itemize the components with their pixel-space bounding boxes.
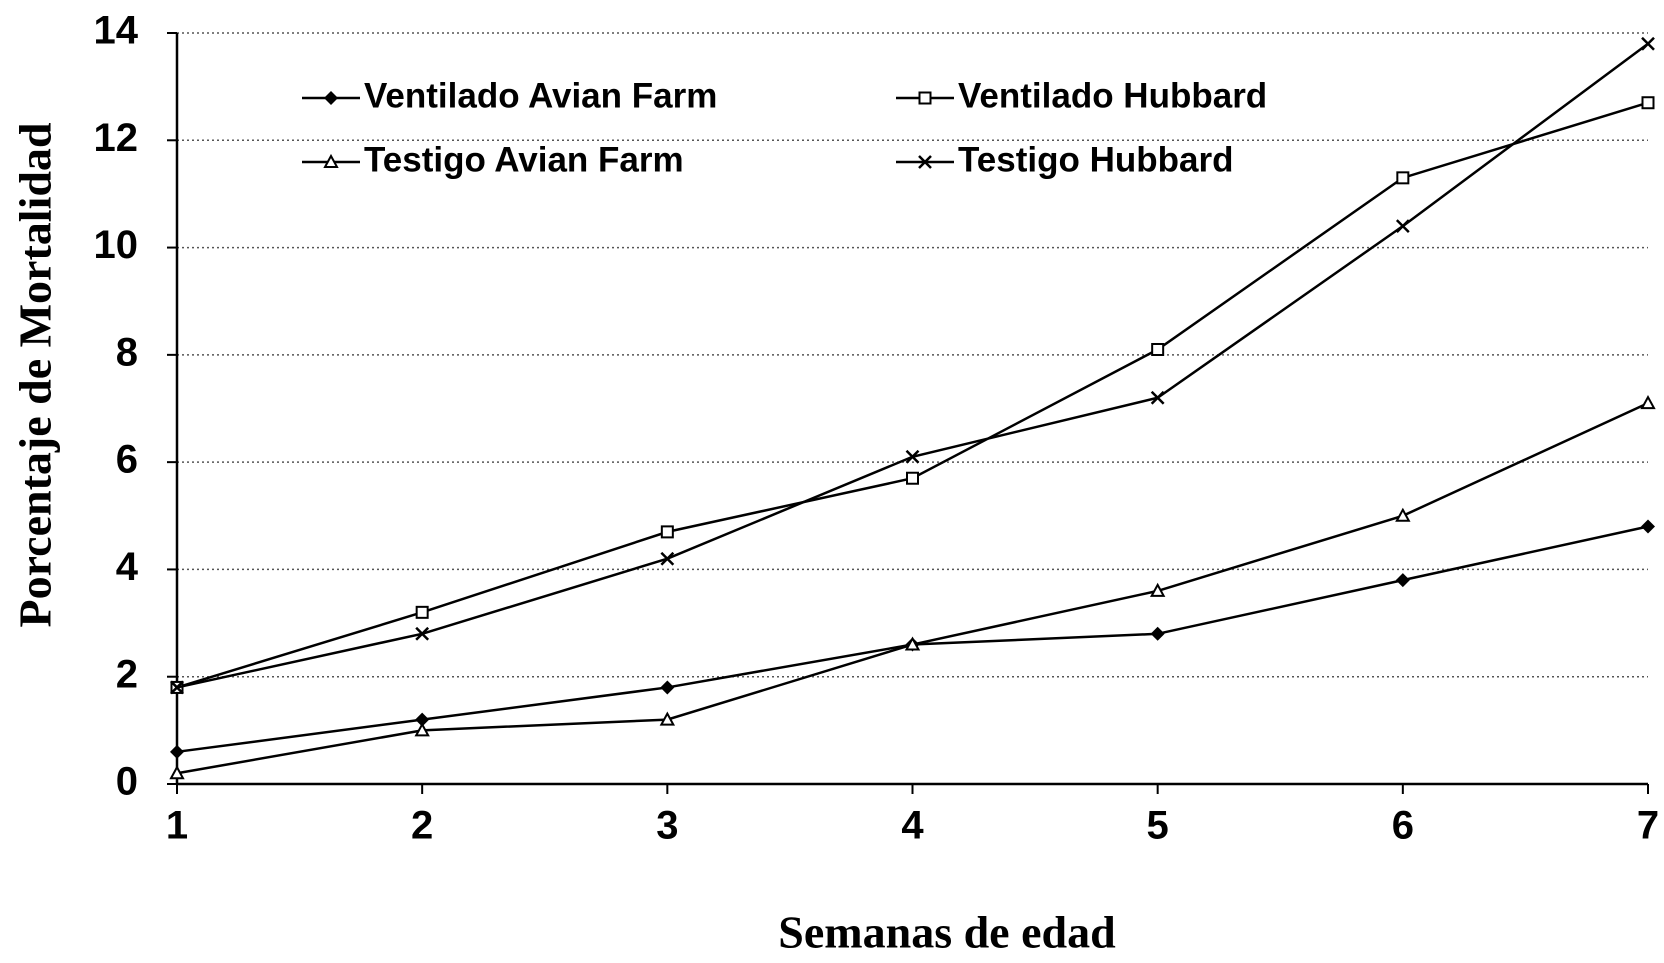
legend-label: Testigo Avian Farm (364, 140, 684, 179)
data-point (1151, 342, 1165, 356)
data-point (1150, 626, 1165, 641)
y-tick-label: 2 (116, 652, 138, 696)
data-point (1149, 582, 1166, 597)
y-axis-title: Porcentaje de Mortalidad (10, 122, 61, 627)
y-tick-label: 14 (94, 9, 139, 53)
legend-label: Ventilado Avian Farm (364, 76, 717, 115)
data-point (905, 449, 920, 464)
x-axis-title: Semanas de edad (778, 907, 1116, 958)
data-point (169, 765, 185, 780)
series-line (176, 101, 1649, 689)
y-tick-label: 6 (116, 438, 138, 482)
data-point (415, 605, 429, 619)
data-point (415, 626, 430, 641)
data-point (1395, 219, 1410, 233)
data-point (1395, 573, 1410, 588)
data-point (1640, 395, 1656, 410)
y-tick-label: 12 (94, 116, 139, 160)
series-line (176, 402, 1649, 775)
data-point (660, 525, 674, 539)
y-tick-label: 4 (116, 545, 139, 589)
data-point (1641, 96, 1655, 110)
x-tick-label: 1 (166, 804, 188, 848)
data-point (414, 722, 430, 737)
data-point (1150, 390, 1165, 405)
data-point (170, 744, 184, 759)
x-tick-label: 7 (1637, 804, 1659, 848)
x-tick-label: 4 (901, 804, 924, 848)
data-point (1395, 507, 1411, 522)
x-tick-label: 2 (411, 804, 433, 848)
data-point (660, 680, 675, 695)
legend-marker (323, 153, 339, 168)
y-tick-label: 8 (116, 330, 138, 374)
legend-marker (324, 91, 338, 105)
y-tick-label: 0 (116, 760, 138, 804)
data-point (415, 712, 430, 727)
x-tick-label: 3 (656, 804, 678, 848)
data-point (904, 636, 921, 651)
legend-label: Testigo Hubbard (958, 140, 1233, 179)
data-point (1641, 519, 1655, 534)
data-point (1641, 36, 1655, 51)
data-point (170, 680, 184, 695)
data-point (659, 711, 676, 726)
legend-label: Ventilado Hubbard (958, 76, 1267, 115)
y-tick-label: 10 (94, 223, 139, 267)
legend-marker (918, 155, 932, 169)
data-point (660, 551, 675, 566)
x-tick-label: 5 (1147, 804, 1169, 848)
data-point (906, 471, 919, 485)
legend-marker (918, 91, 932, 105)
data-point (1396, 171, 1410, 185)
x-tick-label: 6 (1392, 804, 1414, 848)
